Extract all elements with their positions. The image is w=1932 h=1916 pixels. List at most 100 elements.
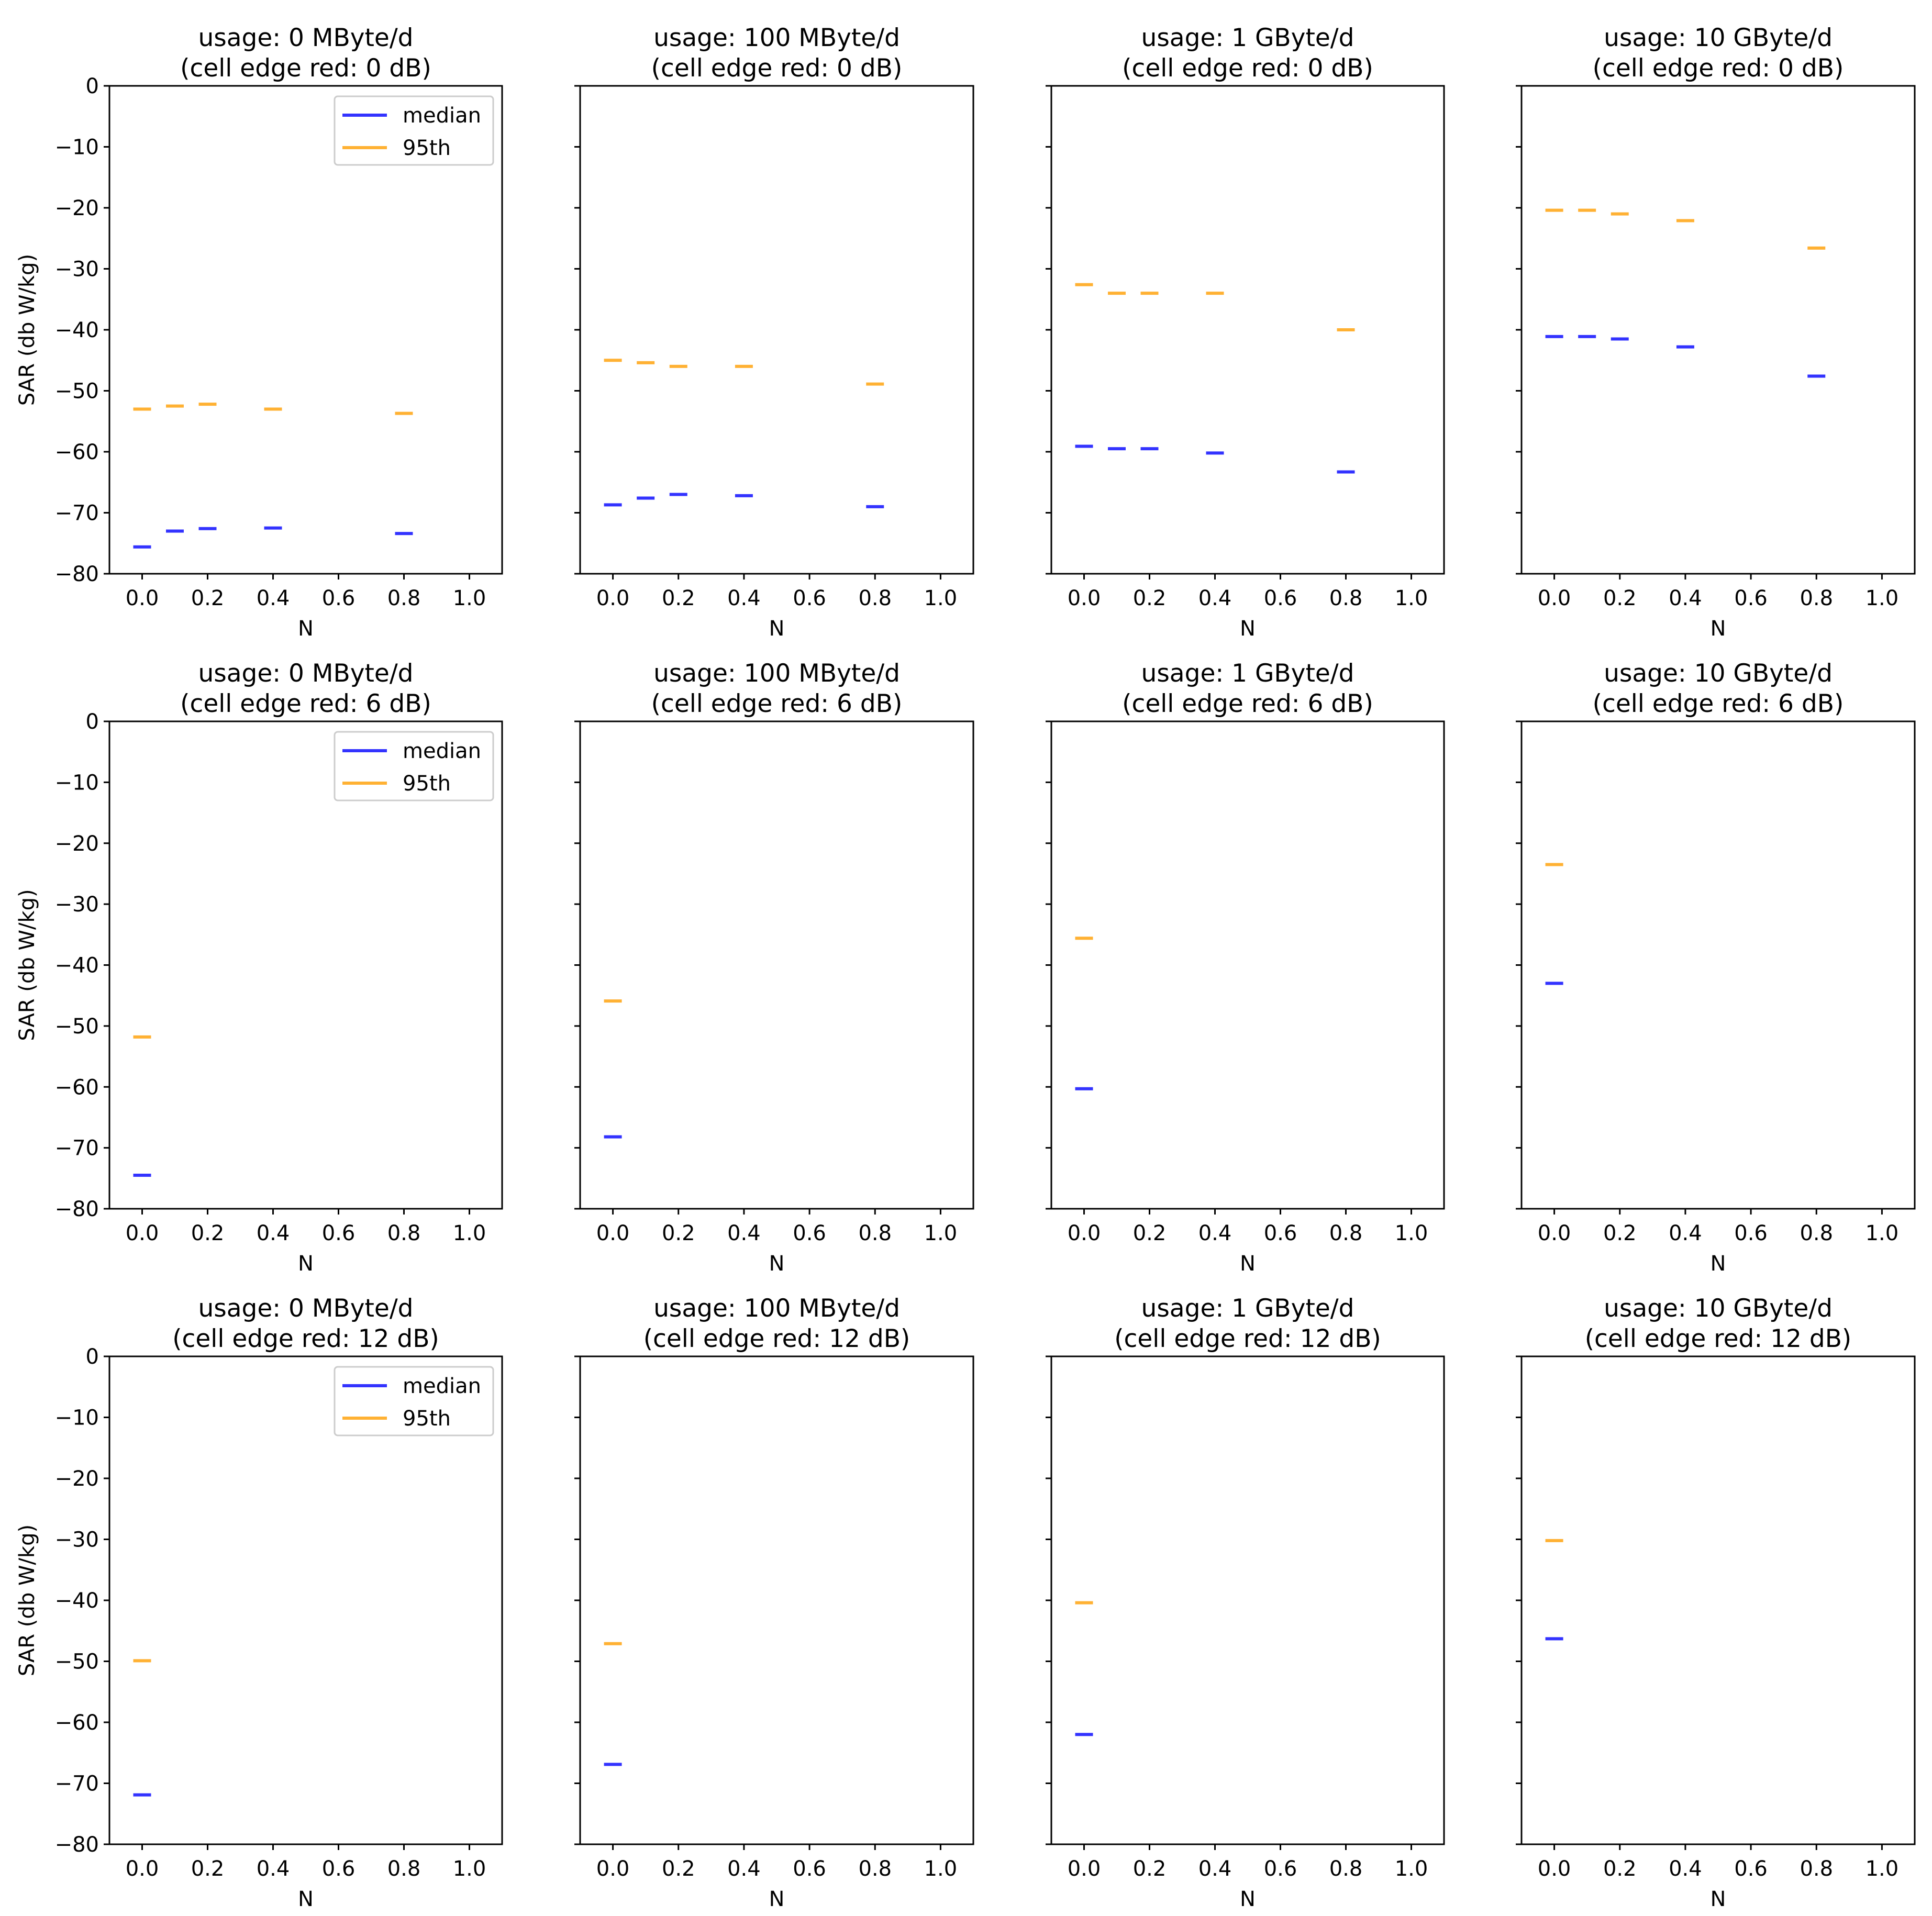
y-axis-label: SAR (db W/kg) (15, 1524, 39, 1676)
x-tick-label: 0.0 (596, 1221, 630, 1245)
y-tick-label: −60 (55, 1075, 99, 1099)
x-tick-label: 0.8 (858, 1857, 892, 1881)
x-tick-label: 0.0 (1068, 1857, 1101, 1881)
x-tick-label: 0.4 (1198, 1221, 1232, 1245)
subplot-2-3: usage: 1 GByte/d(cell edge red: 6 dB) 0.0… (1046, 659, 1445, 1276)
legend-entry: 95th (403, 772, 451, 796)
x-tick-label: 0.4 (1669, 1857, 1702, 1881)
x-tick-label: 0.6 (1734, 586, 1768, 610)
legend: median 95th (334, 731, 494, 801)
subplot-3-4: usage: 10 GByte/d(cell edge red: 12 dB) 0… (1516, 1294, 1916, 1911)
y-tick-label: 0 (86, 710, 99, 734)
y-tick-label: −60 (55, 1711, 99, 1735)
x-tick-label: 1.0 (1395, 1221, 1428, 1245)
subplot-2-4: usage: 10 GByte/d(cell edge red: 6 dB) 0.… (1516, 659, 1916, 1276)
x-tick-label: 0.8 (1800, 1857, 1833, 1881)
x-tick-label: 0.2 (1133, 1221, 1167, 1245)
subplot-subtitle: (cell edge red: 12 dB) (643, 1324, 911, 1353)
x-axis-label: N (769, 1887, 785, 1911)
subplot-title: usage: 0 MByte/d (198, 1294, 413, 1323)
subplot-title: usage: 100 MByte/d (653, 1294, 900, 1323)
x-tick-label: 1.0 (1395, 1857, 1428, 1881)
x-tick-label: 0.6 (1264, 1221, 1297, 1245)
subplot-subtitle: (cell edge red: 0 dB) (651, 54, 903, 83)
x-tick-label: 0.6 (1734, 1221, 1768, 1245)
subplot-2-1: usage: 0 MByte/d(cell edge red: 6 dB) 0 −1… (15, 659, 503, 1276)
x-tick-label: 0.6 (793, 1221, 826, 1245)
y-tick-label: −60 (55, 440, 99, 464)
x-axis-label: N (769, 1252, 785, 1276)
x-tick-label: 0.4 (727, 586, 761, 610)
axes-frame (1050, 85, 1445, 575)
axes-frame (108, 85, 503, 575)
x-tick-label: 1.0 (924, 586, 958, 610)
y-tick-label: −80 (55, 1833, 99, 1857)
subplot-subtitle: (cell edge red: 6 dB) (1593, 689, 1844, 718)
x-tick-label: 0.8 (387, 1221, 421, 1245)
x-tick-label: 0.6 (793, 586, 826, 610)
subplot-title: usage: 1 GByte/d (1141, 1294, 1354, 1323)
y-tick-label: −20 (55, 196, 99, 220)
axes-frame (1050, 720, 1445, 1210)
x-tick-label: 1.0 (924, 1221, 958, 1245)
x-axis-label: N (298, 617, 314, 641)
subplot-title: usage: 10 GByte/d (1604, 659, 1833, 688)
x-tick-label: 0.6 (1264, 586, 1297, 610)
subplot-1-1: usage: 0 MByte/d(cell edge red: 0 dB) 0 −1… (15, 24, 503, 641)
y-tick-label: −40 (55, 954, 99, 978)
y-tick-label: −20 (55, 832, 99, 856)
x-tick-label: 0.4 (1669, 1221, 1702, 1245)
x-tick-label: 0.4 (1669, 586, 1702, 610)
x-tick-label: 0.0 (126, 1221, 159, 1245)
legend-entry: 95th (403, 1407, 451, 1431)
x-tick-label: 0.2 (1133, 1857, 1167, 1881)
subplot-subtitle: (cell edge red: 0 dB) (1593, 54, 1844, 83)
y-tick-label: −50 (55, 380, 99, 404)
subplot-3-1: usage: 0 MByte/d(cell edge red: 12 dB) 0 −… (15, 1294, 503, 1911)
x-tick-label: 0.0 (126, 586, 159, 610)
x-tick-label: 0.6 (322, 586, 356, 610)
axes-frame (579, 720, 974, 1210)
axes-frame (1520, 1355, 1916, 1845)
x-tick-label: 1.0 (453, 586, 486, 610)
x-tick-label: 0.4 (257, 1857, 290, 1881)
x-tick-label: 0.2 (1603, 1221, 1637, 1245)
y-tick-label: −50 (55, 1015, 99, 1039)
x-tick-label: 0.8 (858, 586, 892, 610)
subplot-title: usage: 10 GByte/d (1604, 24, 1833, 52)
y-axis-label: SAR (db W/kg) (15, 889, 39, 1041)
x-tick-label: 0.8 (1329, 586, 1363, 610)
subplot-subtitle: (cell edge red: 12 dB) (1585, 1324, 1852, 1353)
subplot-subtitle: (cell edge red: 6 dB) (651, 689, 903, 718)
subplot-subtitle: (cell edge red: 0 dB) (180, 54, 431, 83)
x-tick-label: 0.6 (1264, 1857, 1297, 1881)
y-tick-label: −80 (55, 1197, 99, 1221)
x-axis-label: N (1240, 1252, 1256, 1276)
subplot-3-2: usage: 100 MByte/d(cell edge red: 12 dB)… (574, 1294, 974, 1911)
x-tick-label: 0.2 (1603, 586, 1637, 610)
legend-entry: median (403, 1374, 481, 1398)
y-tick-label: −70 (55, 1772, 99, 1796)
y-tick-label: −10 (55, 136, 99, 160)
x-tick-label: 0.2 (191, 586, 225, 610)
x-tick-label: 0.0 (1068, 586, 1101, 610)
y-tick-label: 0 (86, 1345, 99, 1369)
subplot-title: usage: 100 MByte/d (653, 659, 900, 688)
x-tick-label: 0.4 (1198, 586, 1232, 610)
x-tick-label: 0.4 (257, 586, 290, 610)
x-tick-label: 1.0 (453, 1857, 486, 1881)
x-tick-label: 1.0 (453, 1221, 486, 1245)
subplot-title: usage: 0 MByte/d (198, 24, 413, 52)
subplot-title: usage: 100 MByte/d (653, 24, 900, 52)
subplot-1-3: usage: 1 GByte/d(cell edge red: 0 dB) 0.0… (1046, 24, 1445, 641)
x-tick-label: 0.0 (1538, 1857, 1571, 1881)
legend: median 95th (334, 1366, 494, 1436)
subplot-subtitle: (cell edge red: 6 dB) (180, 689, 431, 718)
x-tick-label: 0.2 (1603, 1857, 1637, 1881)
axes-frame (1050, 1355, 1445, 1845)
x-tick-label: 0.2 (1133, 586, 1167, 610)
x-tick-label: 0.8 (1800, 1221, 1833, 1245)
y-tick-label: −30 (55, 258, 99, 282)
x-axis-label: N (1240, 1887, 1256, 1911)
x-axis-label: N (1711, 1252, 1726, 1276)
